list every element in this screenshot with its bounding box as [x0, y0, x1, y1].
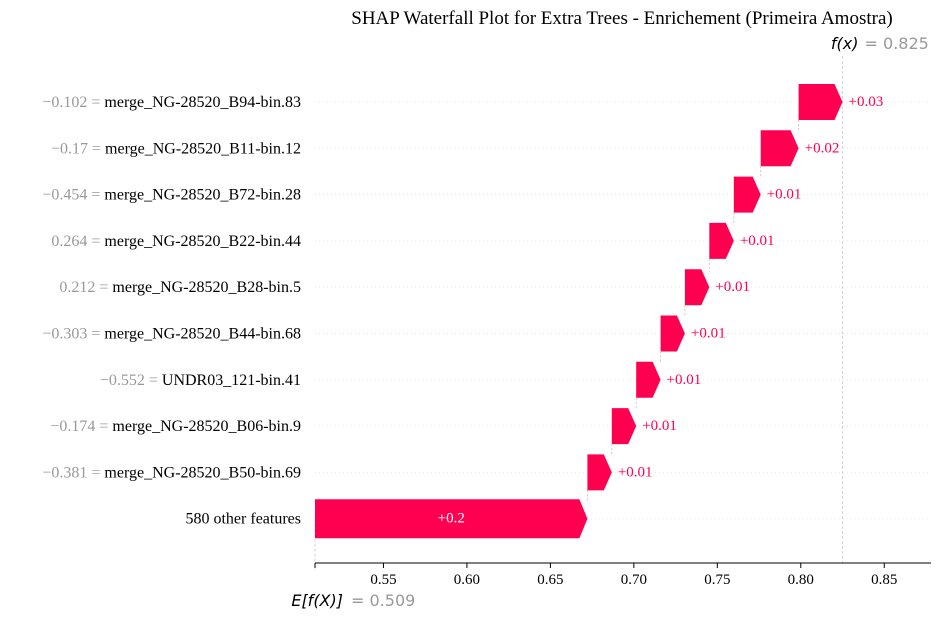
- feature-name: merge_NG-28520_B06-bin.9: [112, 418, 301, 435]
- contribution-label: +0.01: [667, 372, 702, 388]
- contribution-label: +0.01: [767, 187, 802, 203]
- feature-labels: −0.102 = merge_NG-28520_B94-bin.83 −0.17 …: [42, 94, 301, 528]
- x-tick-label: 0.85: [871, 572, 897, 588]
- feature-value: −0.454 =: [42, 186, 104, 203]
- feature-name: merge_NG-28520_B72-bin.28: [104, 186, 301, 203]
- contribution-label: +0.01: [740, 233, 775, 249]
- waterfall-bar: [798, 84, 843, 120]
- feature-name: merge_NG-28520_B22-bin.44: [104, 232, 301, 249]
- waterfall-bar: [709, 222, 734, 259]
- feature-name: merge_NG-28520_B28-bin.5: [112, 279, 301, 296]
- feature-name: 580 other features: [185, 510, 301, 527]
- waterfall-bar: [315, 499, 588, 539]
- feature-label: 580 other features: [185, 510, 301, 527]
- contribution-label: +0.01: [715, 279, 750, 295]
- fx-label: f(x): [831, 34, 859, 53]
- feature-value: −0.303 =: [42, 325, 104, 342]
- contribution-label: +0.02: [805, 140, 840, 156]
- feature-value: 0.264 =: [51, 232, 104, 249]
- feature-name: UNDR03_121-bin.41: [162, 371, 301, 388]
- fx-value: = 0.825: [865, 34, 929, 53]
- feature-value: 0.212 =: [59, 279, 112, 296]
- feature-name: merge_NG-28520_B50-bin.69: [104, 464, 301, 481]
- row-gridlines: [315, 101, 931, 520]
- contribution-label: +0.01: [618, 464, 653, 480]
- feature-label: −0.102 = merge_NG-28520_B94-bin.83: [42, 94, 301, 111]
- x-tick-label: 0.60: [454, 572, 480, 588]
- waterfall-bars: [315, 84, 843, 539]
- x-tick-label: 0.55: [370, 572, 396, 588]
- x-tick-label: 0.80: [788, 572, 814, 588]
- contribution-label: +0.03: [849, 94, 884, 110]
- feature-value: −0.17 =: [51, 140, 105, 157]
- reference-lines: [314, 56, 843, 570]
- waterfall-bar: [733, 176, 761, 213]
- feature-value: −0.381 =: [42, 464, 104, 481]
- feature-value: −0.174 =: [50, 418, 112, 435]
- feature-label: 0.264 = merge_NG-28520_B22-bin.44: [51, 232, 301, 249]
- feature-label: −0.303 = merge_NG-28520_B44-bin.68: [42, 325, 301, 342]
- efx-value: = 0.509: [351, 591, 415, 610]
- feature-label: −0.174 = merge_NG-28520_B06-bin.9: [50, 418, 301, 435]
- waterfall-bar: [660, 315, 685, 352]
- feature-value: −0.102 =: [42, 94, 104, 111]
- x-tick-label: 0.70: [621, 572, 647, 588]
- x-axis-ticks: 0.55 0.60 0.65 0.70 0.75 0.80 0.85: [314, 563, 897, 588]
- feature-name: merge_NG-28520_B94-bin.83: [104, 94, 301, 111]
- waterfall-bar: [587, 454, 612, 491]
- feature-label: −0.454 = merge_NG-28520_B72-bin.28: [42, 186, 301, 203]
- chart-title: SHAP Waterfall Plot for Extra Trees - En…: [351, 8, 892, 29]
- x-tick-label: 0.75: [704, 572, 730, 588]
- contribution-label: +0.01: [642, 418, 677, 434]
- contribution-label: +0.2: [438, 511, 465, 527]
- efx-label: E[f(X)]: [291, 591, 343, 610]
- feature-label: −0.552 = UNDR03_121-bin.41: [100, 371, 301, 388]
- waterfall-bar: [636, 361, 661, 398]
- fx-label-group: f(x) = 0.825: [831, 34, 929, 53]
- waterfall-bar: [684, 269, 710, 306]
- efx-label-group: E[f(X)] = 0.509: [291, 591, 415, 610]
- feature-label: −0.381 = merge_NG-28520_B50-bin.69: [42, 464, 301, 481]
- x-tick-label: 0.65: [537, 572, 563, 588]
- connector-lines: [587, 120, 800, 502]
- feature-value: −0.552 =: [100, 371, 162, 388]
- feature-name: merge_NG-28520_B44-bin.68: [104, 325, 301, 342]
- contribution-labels: +0.03 +0.02 +0.01 +0.01 +0.01 +0.01 +0.01 +0.01…: [438, 94, 884, 527]
- waterfall-bar: [760, 130, 799, 167]
- waterfall-bar: [611, 408, 637, 445]
- feature-label: 0.212 = merge_NG-28520_B28-bin.5: [59, 279, 301, 296]
- contribution-label: +0.01: [691, 326, 726, 342]
- feature-name: merge_NG-28520_B11-bin.12: [105, 140, 301, 157]
- feature-label: −0.17 = merge_NG-28520_B11-bin.12: [51, 140, 301, 157]
